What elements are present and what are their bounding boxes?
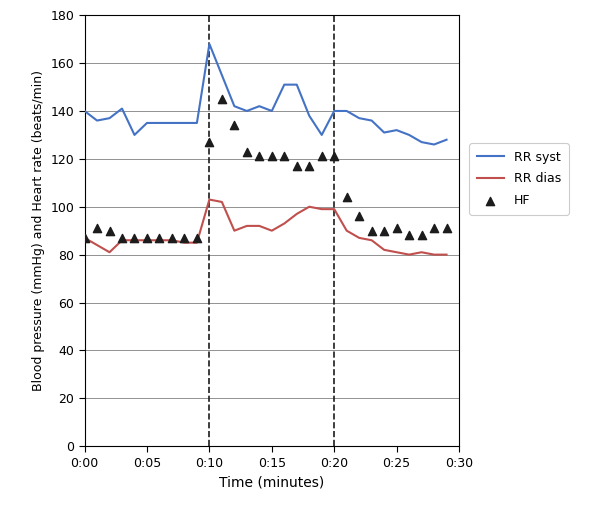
HF — [142, 234, 152, 242]
RR syst — [206, 41, 213, 47]
RR syst — [330, 108, 338, 114]
HF — [417, 231, 426, 239]
RR syst — [393, 127, 400, 133]
RR syst — [381, 129, 388, 135]
HF — [92, 224, 102, 232]
RR syst — [255, 103, 263, 109]
RR syst — [418, 139, 425, 145]
RR dias — [81, 235, 88, 241]
HF — [80, 234, 89, 242]
RR syst — [243, 108, 251, 114]
RR dias — [443, 251, 450, 258]
HF — [117, 234, 127, 242]
RR dias — [431, 251, 438, 258]
HF — [304, 162, 314, 170]
HF — [317, 153, 327, 161]
HF — [355, 212, 364, 221]
HF — [292, 162, 301, 170]
RR dias — [368, 237, 375, 243]
RR dias — [293, 211, 300, 217]
RR dias — [405, 251, 413, 258]
Line: RR dias: RR dias — [85, 200, 446, 255]
RR syst — [281, 82, 288, 88]
RR syst — [106, 115, 113, 121]
RR dias — [106, 249, 113, 256]
HF — [404, 231, 414, 239]
RR dias — [181, 240, 188, 246]
HF — [167, 234, 177, 242]
RR dias — [243, 223, 251, 229]
HF — [179, 234, 189, 242]
RR dias — [381, 247, 388, 253]
HF — [329, 153, 339, 161]
RR dias — [156, 237, 163, 243]
RR syst — [81, 108, 88, 114]
RR syst — [131, 132, 138, 138]
HF — [192, 234, 202, 242]
RR dias — [218, 199, 225, 205]
RR dias — [94, 242, 101, 248]
RR dias — [268, 228, 275, 234]
RR syst — [231, 103, 238, 109]
RR dias — [393, 249, 400, 256]
HF — [217, 95, 226, 103]
RR syst — [94, 118, 101, 124]
HF — [130, 234, 140, 242]
RR dias — [281, 221, 288, 227]
HF — [230, 121, 239, 129]
RR syst — [218, 72, 225, 78]
HF — [205, 138, 214, 146]
HF — [104, 227, 114, 235]
RR syst — [343, 108, 350, 114]
RR syst — [318, 132, 326, 138]
HF — [367, 227, 376, 235]
RR syst — [368, 118, 375, 124]
RR dias — [118, 237, 126, 243]
HF — [429, 224, 439, 232]
HF — [242, 148, 252, 156]
RR syst — [431, 141, 438, 148]
RR dias — [330, 206, 338, 212]
RR syst — [306, 113, 313, 119]
RR dias — [356, 235, 363, 241]
RR syst — [169, 120, 176, 126]
RR syst — [268, 108, 275, 114]
RR dias — [231, 228, 238, 234]
RR dias — [343, 228, 350, 234]
HF — [254, 153, 264, 161]
RR dias — [193, 240, 201, 246]
HF — [342, 193, 352, 201]
RR syst — [405, 132, 413, 138]
RR syst — [156, 120, 163, 126]
RR syst — [293, 82, 300, 88]
RR dias — [143, 237, 150, 243]
X-axis label: Time (minutes): Time (minutes) — [219, 475, 324, 489]
RR dias — [169, 237, 176, 243]
RR dias — [418, 249, 425, 256]
Legend: RR syst, RR dias, HF: RR syst, RR dias, HF — [469, 143, 569, 215]
RR dias — [131, 237, 138, 243]
RR syst — [118, 105, 126, 112]
HF — [392, 224, 402, 232]
RR syst — [443, 137, 450, 143]
RR syst — [181, 120, 188, 126]
RR dias — [318, 206, 326, 212]
RR syst — [143, 120, 150, 126]
Y-axis label: Blood pressure (mmHg) and Heart rate (beats/min): Blood pressure (mmHg) and Heart rate (be… — [32, 70, 45, 391]
RR dias — [255, 223, 263, 229]
HF — [442, 224, 451, 232]
HF — [280, 153, 289, 161]
RR syst — [356, 115, 363, 121]
Line: RR syst: RR syst — [85, 44, 446, 144]
HF — [155, 234, 164, 242]
RR syst — [193, 120, 201, 126]
HF — [267, 153, 277, 161]
RR dias — [306, 204, 313, 210]
RR dias — [206, 197, 213, 203]
HF — [379, 227, 389, 235]
